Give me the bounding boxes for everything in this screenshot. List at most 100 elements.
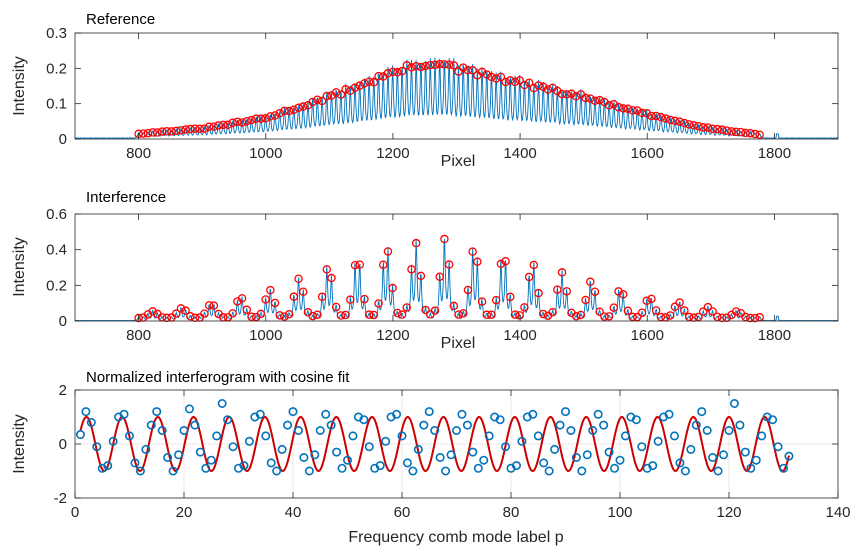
peak-marker (341, 85, 350, 94)
data-point (239, 461, 249, 471)
data-point (691, 420, 701, 430)
data-point (381, 436, 391, 446)
data-point (735, 420, 745, 430)
peak-marker (487, 72, 496, 82)
x-tick-label: 1800 (758, 327, 791, 344)
peak-marker (440, 60, 449, 69)
data-point (528, 409, 538, 419)
peak-marker (713, 124, 722, 134)
data-point (708, 452, 718, 462)
peak-marker (614, 102, 623, 112)
peak-marker (233, 117, 242, 127)
peak-marker (482, 310, 492, 320)
peak-marker (458, 309, 468, 318)
peak-marker (176, 126, 186, 135)
peak-marker (698, 123, 708, 132)
peak-marker (581, 93, 590, 103)
y-tick-label: -2 (54, 490, 67, 507)
peak-marker (647, 111, 656, 121)
data-point (419, 420, 429, 430)
data-point (746, 463, 756, 473)
peak-marker (411, 238, 421, 248)
peak-marker (299, 102, 308, 111)
data-point (675, 458, 685, 468)
peak-marker (689, 121, 699, 130)
peak-marker (228, 309, 237, 318)
peak-marker (369, 310, 379, 320)
peak-marker (350, 83, 360, 92)
peak-marker (388, 67, 397, 77)
y-tick-label: 0.2 (46, 60, 67, 77)
data-point (141, 444, 151, 454)
peak-marker (604, 101, 614, 110)
peak-marker (270, 298, 280, 308)
data-point (261, 431, 271, 441)
peak-marker (416, 62, 426, 72)
y-tick-label: 0 (59, 313, 67, 330)
peak-marker (651, 111, 661, 121)
data-point (773, 442, 783, 452)
peak-marker (190, 124, 200, 133)
peak-marker (510, 77, 520, 87)
data-point (751, 455, 761, 465)
peak-marker (557, 89, 567, 99)
peak-marker (482, 70, 492, 79)
peak-marker (477, 297, 487, 306)
peak-marker (214, 121, 223, 130)
peak-marker (322, 91, 332, 101)
peak-marker (491, 74, 501, 83)
marks-interferogram (75, 398, 794, 476)
peak-marker (322, 265, 332, 274)
data-point (462, 420, 472, 430)
data-point (81, 407, 91, 417)
peak-marker (741, 128, 750, 138)
peak-marker (755, 130, 764, 139)
peak-marker (684, 120, 694, 129)
data-point (326, 420, 336, 430)
peak-marker (317, 96, 327, 106)
peak-marker (506, 76, 515, 85)
peak-marker (501, 257, 510, 266)
peak-marker (618, 104, 628, 113)
x-tick-label: 100 (607, 504, 632, 521)
panel-interference: 800 1000 1200 1400 1600 1800 0 0.2 0.4 0.6 Interf… (11, 189, 839, 352)
peak-marker (134, 313, 143, 323)
peak-marker (708, 124, 717, 134)
peak-marker (576, 310, 586, 320)
peak-marker (642, 296, 651, 306)
data-point (272, 466, 282, 476)
peak-marker (590, 96, 600, 105)
data-point (277, 444, 287, 454)
chart-title-reference: Reference (86, 11, 155, 28)
peak-marker (642, 109, 651, 118)
data-point (599, 420, 609, 430)
data-point (713, 466, 723, 476)
peak-marker (449, 301, 459, 311)
peak-marker (477, 67, 487, 77)
data-point (446, 450, 456, 460)
data-point (266, 458, 276, 468)
data-point (408, 466, 418, 476)
data-point (332, 447, 342, 457)
peak-marker (487, 310, 496, 319)
data-point (778, 463, 788, 473)
peak-marker (313, 95, 322, 104)
peak-marker (162, 313, 172, 323)
data-point (604, 447, 614, 457)
peak-marker (538, 309, 548, 319)
peak-marker (670, 116, 680, 126)
peak-marker (270, 111, 280, 120)
peak-marker (534, 288, 543, 298)
x-tick-label: 1600 (631, 145, 664, 162)
data-point (397, 431, 407, 441)
peak-marker (360, 79, 369, 88)
y-tick-label: 0.6 (46, 206, 67, 223)
peak-marker (604, 312, 614, 321)
peak-marker (256, 309, 266, 319)
x-axis-label-interference: Pixel (441, 335, 476, 352)
peak-marker (402, 303, 412, 312)
peak-marker (731, 127, 741, 137)
data-point (648, 461, 658, 471)
peak-marker (666, 115, 675, 125)
chart-title-interference: Interference (86, 189, 166, 206)
